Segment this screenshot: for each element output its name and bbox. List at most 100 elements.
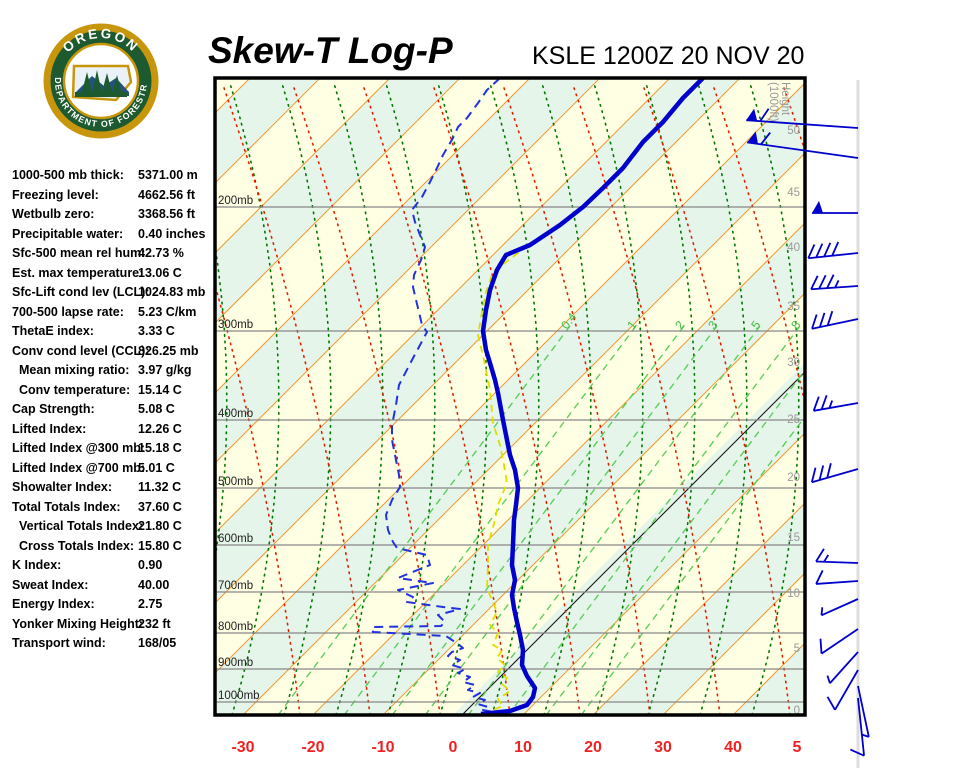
wind-barb xyxy=(826,651,859,684)
wind-barb xyxy=(811,310,859,330)
pressure-label: 700mb xyxy=(218,580,253,592)
wetbulb-curve xyxy=(477,79,701,714)
wind-barb xyxy=(746,108,859,129)
stat-value: 13.06 C xyxy=(138,265,182,280)
stat-value: 15.80 C xyxy=(138,538,182,553)
stat-row: 1000-500 mb thick: 5371.00 m xyxy=(12,166,212,186)
temp-axis-label: -30 xyxy=(231,739,254,756)
temperature-axis: -30 -20 -10 0 10 20 30 40 5 xyxy=(231,739,801,756)
stat-label: Mean mixing ratio: xyxy=(19,363,130,377)
plot-border xyxy=(213,76,807,717)
stat-label: Lifted Index @300 mb: xyxy=(12,441,146,455)
stat-value: 37.60 C xyxy=(138,499,182,514)
stat-row: Sweat Index: 40.00 xyxy=(12,576,212,596)
stat-value: 11.32 C xyxy=(138,480,182,494)
stat-row: Showalter Index: 11.32 C xyxy=(12,478,212,498)
stat-label: Vertical Totals Index: xyxy=(19,519,144,533)
stat-label: 700-500 lapse rate: xyxy=(12,304,124,319)
stat-row: Transport wind: 168/05 xyxy=(12,634,212,654)
odf-logo: OREGON DEPARTMENT OF FORESTRY xyxy=(40,20,159,139)
wind-barbs xyxy=(746,80,870,768)
wind-barb xyxy=(815,548,859,564)
stat-label: Est. max temperature: xyxy=(12,265,144,280)
pressure-label: 600mb xyxy=(218,533,253,545)
stat-row: Wetbulb zero: 3368.56 ft xyxy=(12,205,212,225)
height-label: 20 xyxy=(787,472,800,484)
height-label: 5 xyxy=(794,643,800,655)
moist-adiabats xyxy=(215,84,800,715)
stat-row: Vertical Totals Index: 21.80 C xyxy=(12,517,212,537)
stat-row: Lifted Index: 12.26 C xyxy=(12,420,212,440)
pressure-label: 500mb xyxy=(218,476,253,488)
station-time-label: KSLE 1200Z 20 NOV 20 xyxy=(532,42,805,70)
stat-label: K Index: xyxy=(12,558,62,572)
stat-label: Sfc-Lift cond lev (LCL): xyxy=(12,285,150,299)
stat-label: ThetaE index: xyxy=(12,324,94,338)
dewpoint-curve xyxy=(371,78,501,713)
stat-label: Sfc-500 mean rel hum: xyxy=(12,246,146,260)
pressure-label: 300mb xyxy=(218,319,253,331)
isotherm-bands xyxy=(215,78,805,715)
height-axis-title: Height(1000ft) xyxy=(767,82,791,122)
height-label: 45 xyxy=(787,187,800,199)
height-label: 40 xyxy=(787,242,800,254)
stat-label: Cross Totals Index: xyxy=(19,538,135,553)
stat-value: 12.26 C xyxy=(138,421,182,436)
mixing-ratio-lines xyxy=(277,325,805,715)
height-label: 0 xyxy=(794,705,800,717)
height-label: 50 xyxy=(787,125,800,137)
stat-row: Conv temperature: 15.14 C xyxy=(12,381,212,401)
stat-row: Est. max temperature: 13.06 C xyxy=(12,264,212,284)
stat-label: Total Totals Index: xyxy=(12,499,121,514)
stat-label: Transport wind: xyxy=(12,636,106,650)
stat-value: 168/05 xyxy=(138,636,177,650)
pressure-label: 900mb xyxy=(218,657,253,669)
temperature-curve xyxy=(480,78,705,715)
logo-art xyxy=(71,64,133,102)
stat-label: Lifted Index @700 mb: xyxy=(12,460,146,475)
pressure-label: 400mb xyxy=(218,408,253,420)
stat-label: Wetbulb zero: xyxy=(12,207,95,221)
stat-value: 5.01 C xyxy=(138,460,175,475)
stat-row: Energy Index: 2.75 xyxy=(12,595,212,615)
pressure-gridlines xyxy=(215,206,805,703)
wind-barb xyxy=(810,463,859,484)
zero-isotherm xyxy=(461,78,805,715)
stat-value: 2.75 xyxy=(138,597,163,611)
wind-barb xyxy=(815,570,859,585)
stat-value: 15.14 C xyxy=(138,382,182,397)
stat-row: Conv cond level (CCL): 826.25 mb xyxy=(12,342,212,362)
stat-row: Sfc-Lift cond lev (LCL): 1024.83 mb xyxy=(12,283,212,303)
stat-value: 4662.56 ft xyxy=(138,187,195,202)
stat-row: Freezing level: 4662.56 ft xyxy=(12,186,212,206)
stat-label: Sweat Index: xyxy=(12,577,89,592)
height-label: 10 xyxy=(787,588,800,600)
stat-row: Total Totals Index: 37.60 C xyxy=(12,498,212,518)
stat-row: Yonker Mixing Height: 232 ft xyxy=(12,615,212,635)
stat-label: Conv cond level (CCL): xyxy=(12,343,150,358)
wind-barb xyxy=(810,274,859,291)
stat-value: 3.33 C xyxy=(138,324,175,338)
dry-adiabats xyxy=(215,84,805,715)
stat-value: 0.40 inches xyxy=(138,226,206,241)
temp-axis-label: 40 xyxy=(724,739,742,756)
wind-barb xyxy=(820,598,859,617)
temp-axis-label: 20 xyxy=(584,739,602,756)
temp-axis-label: -20 xyxy=(301,739,324,756)
stat-row: ThetaE index: 3.33 C xyxy=(12,322,212,342)
stat-label: Cap Strength: xyxy=(12,402,95,416)
wind-barb xyxy=(826,669,859,711)
stat-value: 5.23 C/km xyxy=(138,304,197,319)
height-label: 15 xyxy=(787,532,800,544)
stat-value: 1024.83 mb xyxy=(138,285,206,299)
stat-value: 0.90 xyxy=(138,558,163,572)
stat-value: 40.00 xyxy=(138,577,170,592)
height-label: 35 xyxy=(787,301,800,313)
stat-value: 15.18 C xyxy=(138,441,182,455)
stat-row: Sfc-500 mean rel hum: 42.73 % xyxy=(12,244,212,264)
stat-row: Precipitable water: 0.40 inches xyxy=(12,225,212,245)
page-title: Skew-T Log-P xyxy=(208,30,453,71)
stat-row: 700-500 lapse rate: 5.23 C/km xyxy=(12,303,212,323)
stat-label: Freezing level: xyxy=(12,187,99,202)
